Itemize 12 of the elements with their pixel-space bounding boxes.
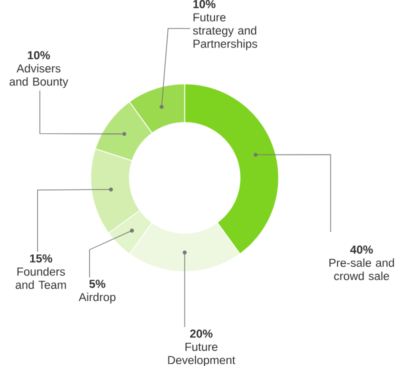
data-label: 40% [350, 245, 373, 254]
slice-label: Airdrop [78, 292, 116, 304]
data-label: 10% [28, 50, 50, 60]
slice-label: Advisers and Bounty [10, 64, 68, 88]
slice-label: Founders and Team [16, 267, 66, 289]
slice-label: Future Development [168, 342, 236, 366]
data-label: 10% [193, 0, 216, 8]
data-label: 15% [30, 254, 52, 262]
data-label: 20% [190, 329, 213, 338]
data-label: 5% [89, 280, 106, 288]
slice-label: Pre-sale and crowd sale [329, 258, 394, 280]
slice-label: Future strategy and Partnerships [192, 13, 258, 50]
